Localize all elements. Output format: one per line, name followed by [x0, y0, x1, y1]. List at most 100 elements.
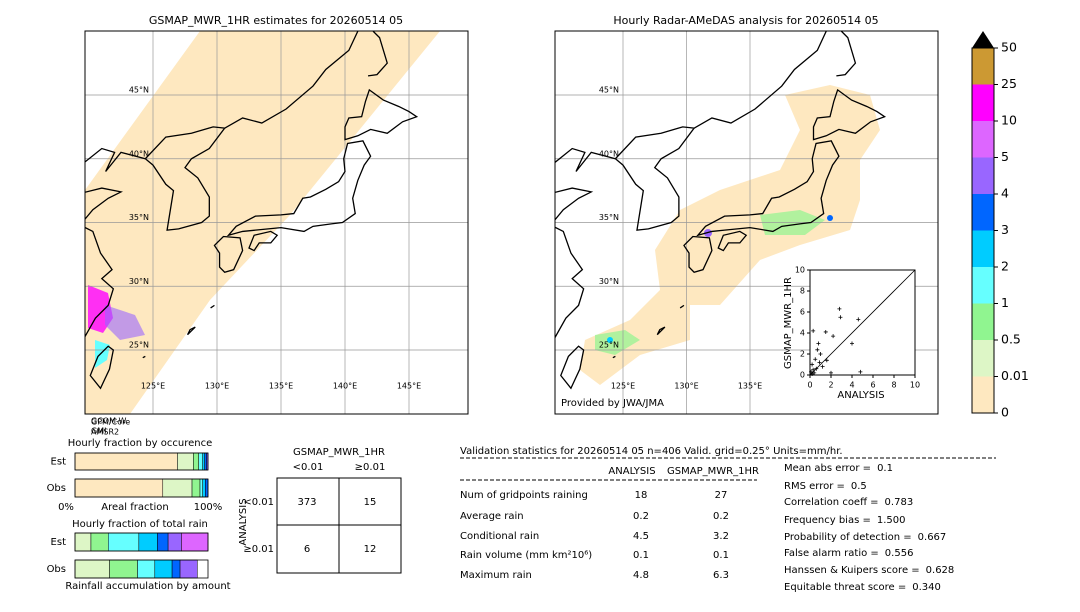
score-label: Probability of detection = [784, 532, 912, 543]
score-label: Correlation coeff = [784, 497, 879, 508]
fraction-segment [202, 478, 206, 498]
fraction-segment [74, 532, 92, 552]
column-label: <0.01 [293, 462, 324, 473]
y-tick-label: 6 [800, 308, 805, 317]
stat-value: 3.2 [713, 531, 729, 542]
validation-header: Validation statistics for 20260514 05 n=… [460, 446, 843, 457]
colorbar-label: 0.5 [1001, 332, 1021, 347]
stat-value: 18 [635, 490, 648, 501]
fraction-segment [154, 559, 173, 579]
lat-label: 40°N [129, 149, 149, 158]
stat-label: Conditional rain [460, 531, 539, 542]
score-value: 0.5 [851, 481, 867, 492]
x-tick-label: 4 [849, 381, 854, 390]
point [824, 358, 829, 363]
point [820, 364, 825, 369]
panel-footer: Rainfall accumulation by amount [65, 581, 230, 592]
lat-label: 35°N [129, 213, 149, 222]
fraction-segment [177, 452, 194, 471]
fraction-segment [167, 532, 182, 552]
colorbar-label: 5 [1001, 149, 1009, 164]
colorbar-label: 0 [1001, 405, 1009, 420]
stat-label: Num of gridpoints raining [460, 490, 588, 501]
sensor-label: GPM/Core [91, 418, 130, 427]
colorbar-label: 50 [1001, 40, 1017, 55]
score-value: 0.1 [877, 463, 893, 474]
point [809, 369, 814, 374]
stat-value: 6.3 [713, 570, 729, 581]
fraction-segment [171, 559, 181, 579]
stat-label: Average rain [460, 511, 524, 522]
colorbar-bin [972, 84, 994, 121]
row-label: Obs [47, 483, 66, 494]
fraction-segment [74, 452, 178, 471]
table-title: GSMAP_MWR_1HR [293, 447, 385, 458]
column-header: ANALYSIS [608, 466, 655, 477]
row-label: ≥0.01 [243, 544, 274, 555]
lon-label: 145°E [397, 382, 421, 391]
point [850, 341, 854, 346]
point [811, 367, 816, 372]
x-tick-label: 2 [828, 381, 833, 390]
score: Hanssen & Kuipers score = 0.628 [784, 565, 954, 576]
fraction-segment [157, 532, 169, 552]
stat-value: 27 [715, 490, 728, 501]
column-header: GSMAP_MWR_1HR [667, 466, 759, 477]
lat-label: 25°N [129, 341, 149, 350]
colorbar-bin [972, 157, 994, 194]
map-title: GSMAP_MWR_1HR estimates for 20260514 05 [149, 14, 403, 27]
lat-label: 45°N [129, 86, 149, 95]
score: Equitable threat score = 0.340 [784, 582, 941, 593]
colorbar-label: 4 [1001, 186, 1009, 201]
axis-label: 100% [194, 502, 223, 513]
lat-label: 40°N [599, 149, 619, 158]
table-cell: 12 [364, 544, 377, 555]
point [823, 329, 828, 334]
stat-value: 0.1 [713, 550, 729, 561]
score: Mean abs error = 0.1 [784, 463, 893, 474]
lat-label: 30°N [129, 277, 149, 286]
fraction-segment [181, 532, 209, 552]
point [815, 347, 820, 352]
score-label: Mean abs error = [784, 463, 871, 474]
x-tick-label: 8 [891, 381, 896, 390]
point [831, 334, 836, 339]
point [829, 370, 833, 375]
credit: Provided by JWA/JMA [561, 398, 664, 409]
point [858, 369, 863, 374]
lon-label: 135°E [738, 382, 762, 391]
lat-label: 45°N [599, 86, 619, 95]
colorbar-bin [972, 230, 994, 267]
lat-label: 25°N [599, 341, 619, 350]
point [810, 362, 815, 367]
stat-value: 4.8 [633, 570, 649, 581]
row-label: Est [51, 537, 67, 548]
bar-frame [74, 559, 209, 579]
stat-label: Rain volume (mm km²10⁶) [460, 550, 592, 561]
fraction-segment [191, 478, 201, 498]
lat-label: 30°N [599, 277, 619, 286]
sensor-label: GMI [91, 427, 106, 436]
score-value: 0.667 [918, 532, 947, 543]
fraction-segment [199, 478, 203, 498]
stat-value: 4.5 [633, 531, 649, 542]
point [818, 352, 823, 356]
score-label: Frequency bias = [784, 515, 871, 526]
point [814, 366, 819, 371]
score-label: Equitable threat score = [784, 582, 906, 593]
colorbar-bin [972, 340, 994, 377]
map-title: Hourly Radar-AMeDAS analysis for 2026051… [613, 14, 878, 27]
x-tick-label: 6 [870, 381, 875, 390]
coverage [580, 85, 880, 385]
score-label: Hanssen & Kuipers score = [784, 565, 920, 576]
point [810, 371, 815, 376]
table-cell: 15 [364, 497, 377, 508]
column-label: ≥0.01 [355, 462, 386, 473]
score-value: 1.500 [877, 515, 906, 526]
fraction-segment [193, 452, 199, 471]
score: False alarm ratio = 0.556 [784, 548, 913, 559]
colorbar-bin [972, 48, 994, 85]
table-cell: 6 [304, 544, 310, 555]
point [813, 357, 818, 362]
